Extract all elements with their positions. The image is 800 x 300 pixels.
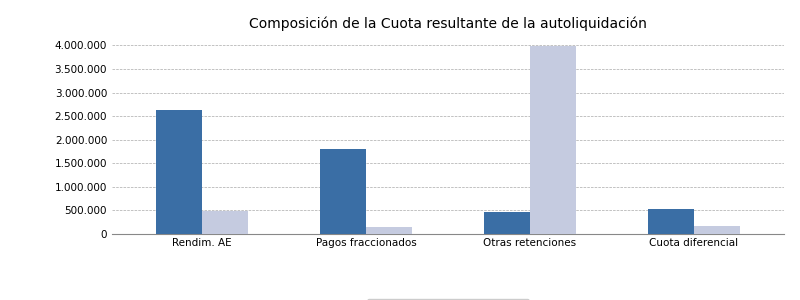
Bar [648, 209, 694, 234]
Bar [484, 212, 530, 234]
Title: Composición de la Cuota resultante de la autoliquidación: Composición de la Cuota resultante de la… [249, 16, 647, 31]
Bar [530, 46, 576, 234]
Bar [694, 226, 740, 234]
Bar [202, 211, 248, 234]
Bar [366, 227, 412, 234]
Bar [156, 110, 202, 234]
Bar [320, 149, 366, 234]
Legend: Principal, Secundaria: Principal, Secundaria [367, 298, 529, 300]
